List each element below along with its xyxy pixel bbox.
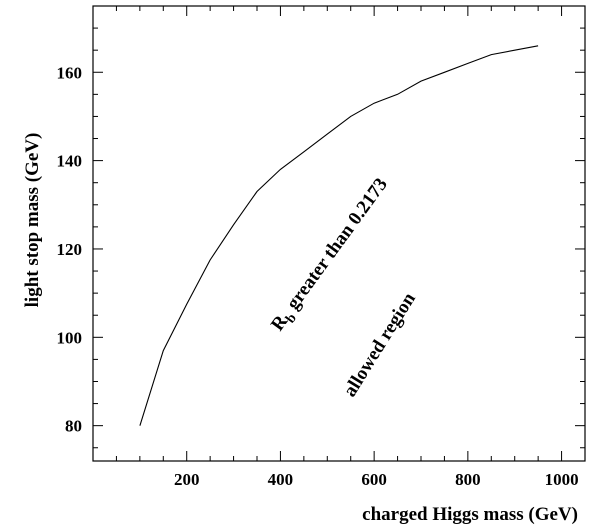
x-tick-label: 800 — [455, 470, 481, 489]
x-tick-label: 1000 — [545, 470, 579, 489]
boundary-curve — [139, 45, 539, 426]
allowed-region-annotation: allowed region — [339, 289, 420, 401]
y-tick-label: 160 — [57, 63, 83, 82]
y-tick-label: 80 — [65, 417, 82, 436]
rb-annotation-rest: greater than 0.2173 — [280, 174, 392, 317]
x-tick-label: 400 — [268, 470, 294, 489]
y-axis-title: light stop mass (GeV) — [22, 133, 43, 308]
plot-frame — [92, 5, 586, 462]
y-tick-labels: 80 100 120 140 160 — [57, 63, 83, 435]
rb-annotation: Rb greater than 0.2173 — [267, 174, 395, 337]
x-tick-label: 600 — [361, 470, 387, 489]
y-tick-label: 140 — [57, 152, 83, 171]
axis-ticks — [93, 5, 586, 461]
x-tick-labels: 200 400 600 800 1000 — [174, 470, 579, 489]
y-tick-label: 100 — [57, 328, 83, 347]
x-tick-label: 200 — [174, 470, 200, 489]
x-axis-title: charged Higgs mass (GeV) — [362, 504, 578, 525]
y-tick-label: 120 — [57, 240, 83, 259]
